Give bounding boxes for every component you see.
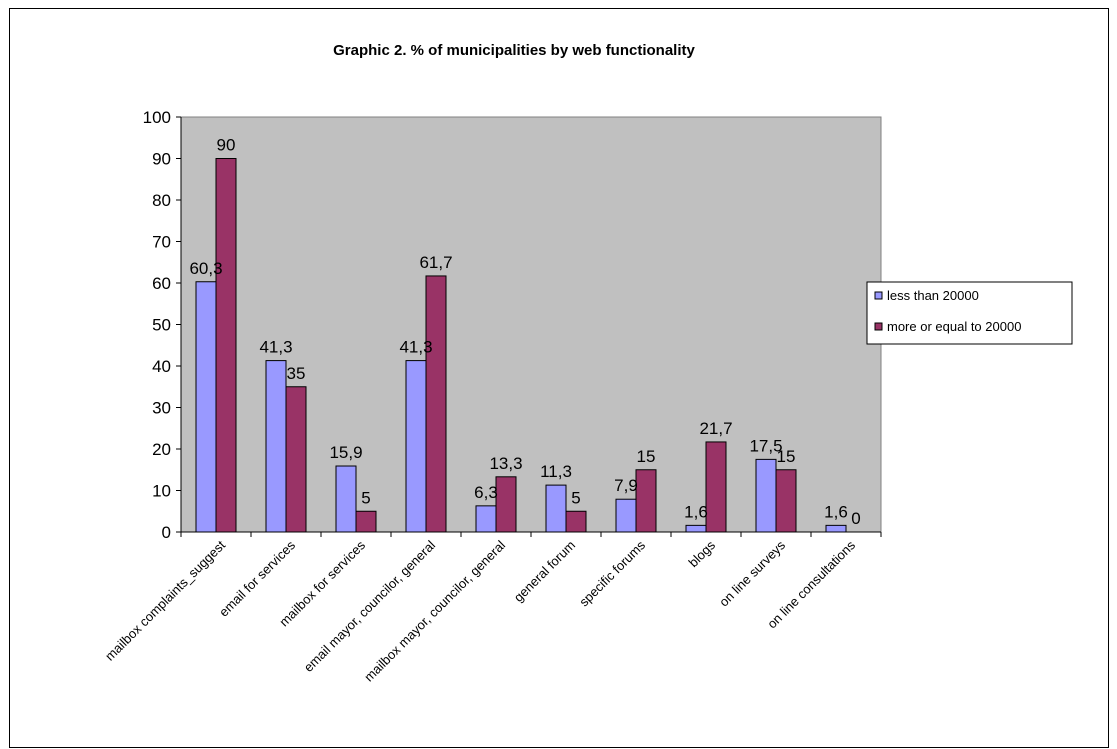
bar-more-or-equal-to-20000 bbox=[355, 510, 377, 533]
data-label: 5 bbox=[361, 488, 370, 507]
x-category-label: on line surveys bbox=[716, 537, 788, 609]
y-tick-label: 60 bbox=[152, 274, 171, 293]
data-label: 6,3 bbox=[474, 483, 498, 502]
data-label: 1,6 bbox=[684, 502, 708, 521]
y-tick-label: 30 bbox=[152, 399, 171, 418]
x-category-label: email for services bbox=[216, 537, 298, 619]
chart-title: Graphic 2. % of municipalities by web fu… bbox=[333, 42, 695, 59]
bar-more-or-equal-to-20000 bbox=[565, 510, 587, 533]
data-label: 41,3 bbox=[399, 338, 432, 357]
bar-more-or-equal-to-20000 bbox=[775, 469, 797, 533]
bar-less-than-20000 bbox=[405, 360, 427, 533]
bar-less-than-20000 bbox=[265, 360, 287, 533]
x-category-label: specific forums bbox=[576, 537, 648, 609]
data-label: 13,3 bbox=[489, 454, 522, 473]
bar-more-or-equal-to-20000 bbox=[425, 275, 447, 533]
data-label: 15 bbox=[777, 447, 796, 466]
y-tick-label: 70 bbox=[152, 233, 171, 252]
data-label: 35 bbox=[287, 364, 306, 383]
y-tick-label: 80 bbox=[152, 191, 171, 210]
bar-more-or-equal-to-20000 bbox=[215, 158, 237, 533]
y-tick-label: 0 bbox=[162, 523, 171, 542]
bar-less-than-20000 bbox=[475, 505, 497, 533]
data-label: 21,7 bbox=[699, 419, 732, 438]
data-label: 15 bbox=[637, 447, 656, 466]
x-category-label: email mayor, councilor, general bbox=[301, 537, 438, 674]
data-label: 60,3 bbox=[189, 259, 222, 278]
x-category-label: mailbox mayor, councilor, general bbox=[361, 537, 508, 684]
legend-label-more-or-equal-to-20000: more or equal to 20000 bbox=[887, 319, 1021, 334]
data-label: 1,6 bbox=[824, 502, 848, 521]
data-label: 41,3 bbox=[259, 338, 292, 357]
legend-label-less-than-20000: less than 20000 bbox=[887, 288, 979, 303]
bar-less-than-20000 bbox=[615, 498, 637, 533]
y-tick-label: 10 bbox=[152, 482, 171, 501]
data-label: 5 bbox=[571, 488, 580, 507]
data-label: 17,5 bbox=[749, 436, 782, 455]
bar-less-than-20000 bbox=[825, 524, 847, 533]
y-tick-label: 90 bbox=[152, 150, 171, 169]
y-tick-label: 40 bbox=[152, 357, 171, 376]
chart-frame: Graphic 2. % of municipalities by web fu… bbox=[9, 8, 1109, 748]
bars bbox=[195, 158, 847, 533]
bar-less-than-20000 bbox=[685, 524, 707, 533]
data-labels: 60,3 41,3 15,9 41,3 6,3 11,3 7,9 1,6 17,5 1,6 90 35… bbox=[189, 136, 860, 529]
bar-less-than-20000 bbox=[545, 484, 567, 533]
data-label: 61,7 bbox=[419, 253, 452, 272]
y-tick-label: 100 bbox=[143, 108, 171, 127]
data-label: 11,3 bbox=[540, 462, 572, 481]
legend-swatch-less-than-20000 bbox=[874, 291, 883, 300]
data-label: 90 bbox=[217, 136, 236, 155]
bar-chart: Graphic 2. % of municipalities by web fu… bbox=[102, 42, 1073, 685]
bar-more-or-equal-to-20000 bbox=[285, 386, 307, 533]
legend-swatch-more-or-equal-to-20000 bbox=[874, 322, 883, 331]
bar-more-or-equal-to-20000 bbox=[705, 441, 727, 533]
x-category-label: mailbox complaints_suggest bbox=[102, 537, 228, 663]
bar-more-or-equal-to-20000 bbox=[635, 469, 657, 533]
bar-less-than-20000 bbox=[335, 465, 357, 533]
bar-less-than-20000 bbox=[755, 458, 777, 533]
x-category-label: blogs bbox=[686, 537, 719, 570]
legend: less than 20000 more or equal to 20000 bbox=[866, 281, 1073, 345]
x-category-label: general forum bbox=[511, 538, 578, 605]
bar-less-than-20000 bbox=[195, 281, 217, 533]
data-label: 15,9 bbox=[329, 443, 362, 462]
bar-more-or-equal-to-20000 bbox=[495, 476, 517, 533]
y-tick-label: 50 bbox=[152, 316, 171, 335]
y-tick-label: 20 bbox=[152, 440, 171, 459]
data-label: 7,9 bbox=[614, 476, 638, 495]
legend-box bbox=[866, 281, 1073, 345]
data-label: 0 bbox=[851, 509, 860, 528]
